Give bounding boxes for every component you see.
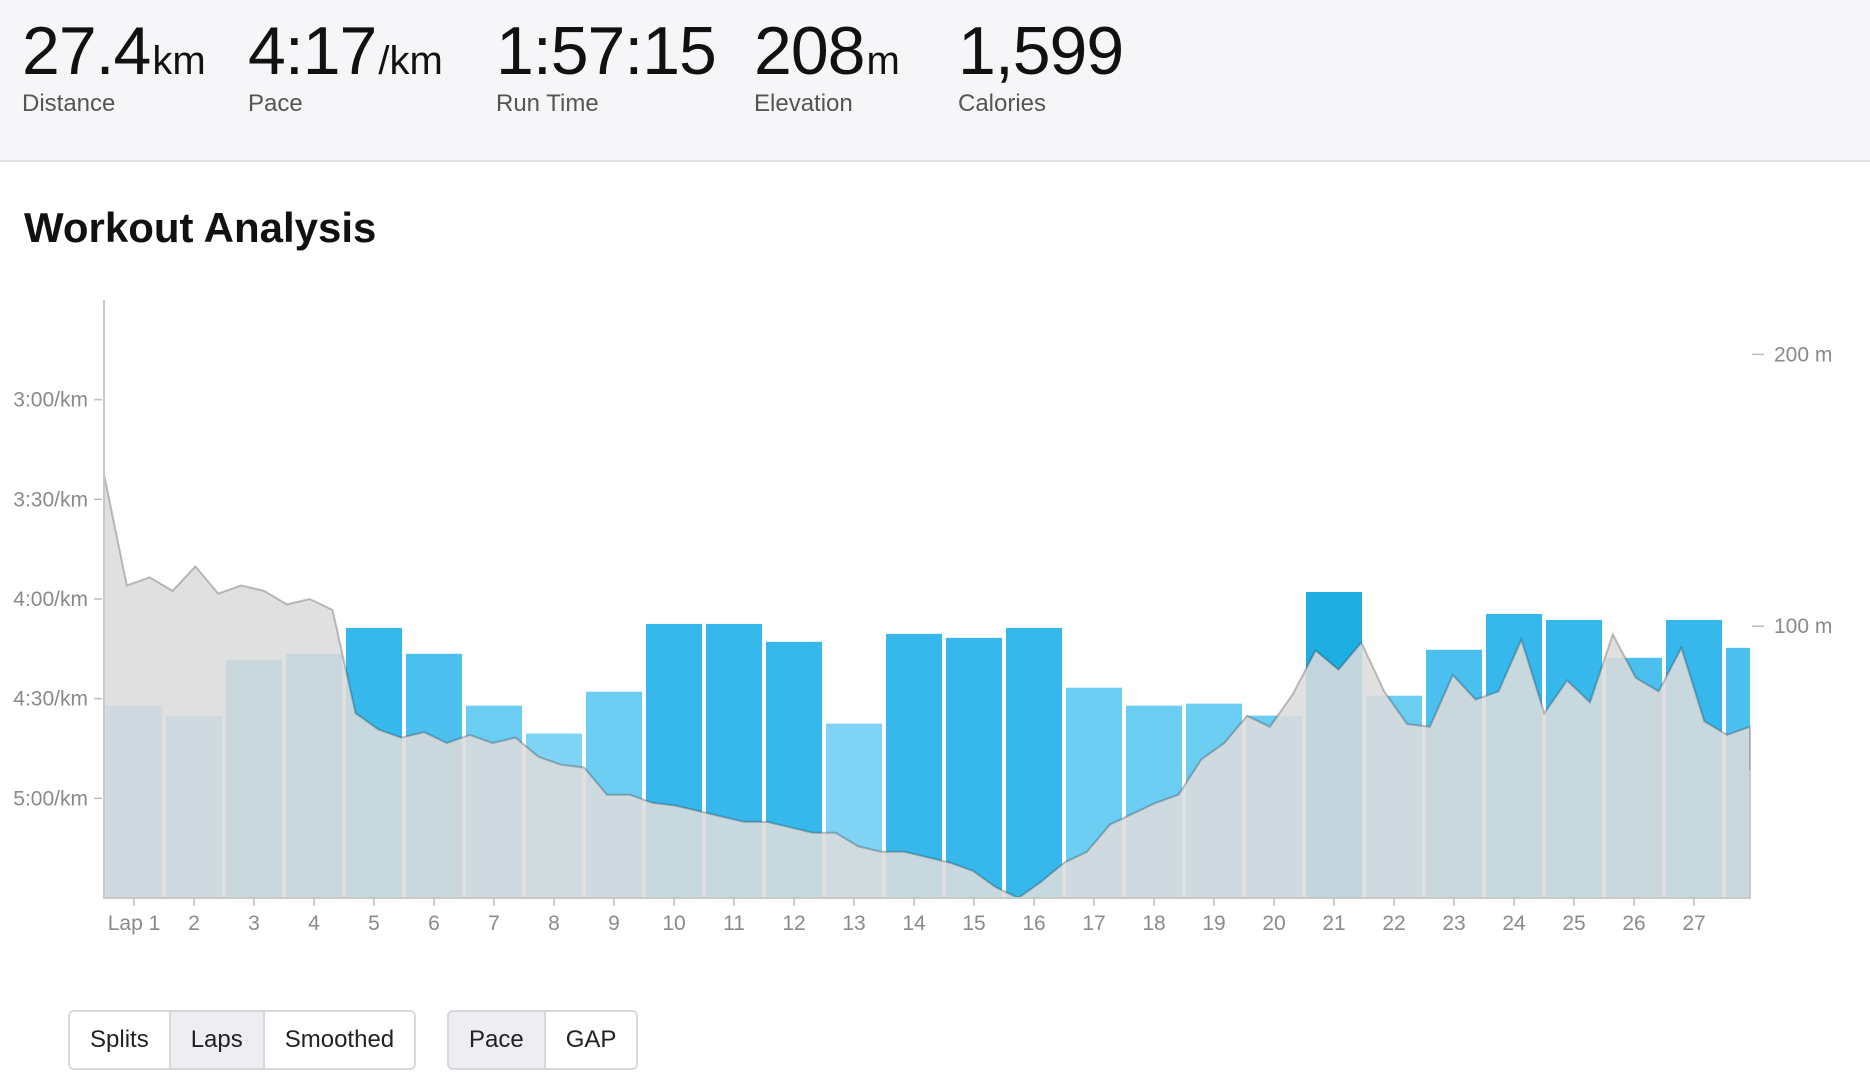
- x-tick-label: 14: [902, 912, 926, 935]
- x-tick-label: 12: [782, 912, 805, 935]
- smoothed-button[interactable]: Smoothed: [264, 1012, 415, 1068]
- stat-unit: km: [152, 39, 206, 83]
- x-tick-label: 25: [1562, 912, 1585, 935]
- x-tick-label: 20: [1262, 912, 1285, 935]
- stat-label: Run Time: [496, 90, 599, 117]
- y2-tick-label: 200 m: [1774, 343, 1832, 366]
- stat-label: Pace: [248, 90, 303, 117]
- metric-toggle-group: Pace GAP: [447, 1010, 639, 1070]
- section-title: Workout Analysis: [24, 204, 377, 251]
- y2-tick-label: 100 m: [1774, 615, 1832, 638]
- x-tick-label: 21: [1322, 912, 1345, 935]
- y-tick-label: 4:00/km: [13, 588, 88, 611]
- stat-value: 208: [754, 13, 865, 89]
- y-tick-label: 3:00/km: [13, 389, 88, 412]
- x-tick-label: 10: [662, 912, 685, 935]
- stat-value: 27.4: [22, 13, 151, 89]
- lap-bar: [1004, 625, 1064, 899]
- stat-value: 1,599: [958, 13, 1124, 89]
- view-toggle-group: Splits Laps Smoothed: [68, 1010, 417, 1070]
- stat-label: Distance: [22, 90, 116, 117]
- splits-button[interactable]: Splits: [70, 1012, 171, 1068]
- x-tick-label: 15: [962, 912, 985, 935]
- elevation-area: [103, 473, 1751, 900]
- stats-bar: 27.4km Distance 4:17/km Pace 1:57:15 Run…: [0, 0, 1870, 162]
- stat-unit: m: [866, 39, 900, 83]
- stat-calories: 1,599 Calories: [958, 12, 1125, 118]
- stat-pace: 4:17/km Pace: [248, 12, 443, 118]
- lap-bar: [944, 635, 1004, 899]
- stat-unit: /km: [378, 39, 443, 83]
- laps-button[interactable]: Laps: [170, 1012, 265, 1068]
- x-tick-label: 19: [1202, 912, 1225, 935]
- stat-distance: 27.4km Distance: [22, 12, 206, 118]
- x-tick-label: 9: [608, 912, 620, 935]
- x-tick-label: 7: [488, 912, 500, 935]
- y-tick-label: 5:00/km: [13, 787, 88, 810]
- x-tick-label: 27: [1682, 912, 1705, 935]
- x-tick-label: 4: [308, 912, 320, 935]
- x-tick-label: 5: [368, 912, 380, 935]
- x-tick-label: 2: [188, 912, 200, 935]
- y-tick-label: 3:30/km: [13, 488, 88, 511]
- y-tick-label: 4:30/km: [13, 688, 88, 711]
- x-tick-label: 24: [1502, 912, 1526, 935]
- x-tick-label: 17: [1082, 912, 1105, 935]
- x-tick-label: 23: [1442, 912, 1465, 935]
- stat-value: 4:17: [248, 13, 377, 89]
- x-tick-label: 18: [1142, 912, 1165, 935]
- x-tick-label: 6: [428, 912, 440, 935]
- stat-label: Calories: [958, 90, 1047, 117]
- x-tick-label: 16: [1022, 912, 1045, 935]
- stat-label: Elevation: [754, 90, 853, 117]
- gap-button[interactable]: GAP: [545, 1012, 637, 1068]
- stat-elevation: 208m Elevation: [754, 12, 900, 118]
- x-tick-label: 13: [842, 912, 865, 935]
- x-tick-label: 3: [248, 912, 260, 935]
- x-tick-label: 8: [548, 912, 560, 935]
- x-tick-label: 11: [723, 912, 745, 935]
- x-tick-label: 26: [1622, 912, 1645, 935]
- x-tick-label: 22: [1382, 912, 1405, 935]
- x-tick-label: Lap 1: [108, 912, 161, 935]
- pace-button[interactable]: Pace: [449, 1012, 546, 1068]
- stat-run-time: 1:57:15 Run Time: [496, 12, 718, 118]
- stat-value: 1:57:15: [496, 13, 717, 89]
- pace-chart: 3:00/km 3:30/km 4:00/km 4:30/km 5:00/km 200 m…: [13, 300, 1832, 935]
